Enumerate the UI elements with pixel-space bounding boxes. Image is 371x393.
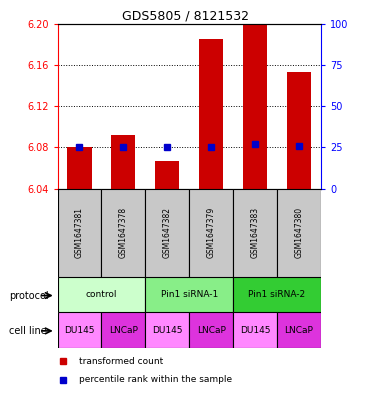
Bar	[145, 189, 189, 277]
Bar	[101, 312, 145, 348]
Bar	[243, 24, 267, 189]
Text: protocol: protocol	[9, 290, 49, 301]
Bar	[277, 189, 321, 277]
Bar	[58, 312, 101, 348]
Bar	[155, 161, 179, 189]
Text: LNCaP: LNCaP	[109, 326, 138, 334]
Bar	[68, 147, 92, 189]
Text: GSM1647379: GSM1647379	[207, 207, 216, 259]
Text: DU145: DU145	[64, 326, 95, 334]
Text: transformed count: transformed count	[79, 356, 163, 365]
Bar	[189, 189, 233, 277]
Text: GSM1647381: GSM1647381	[75, 208, 84, 258]
Bar	[145, 312, 189, 348]
Bar	[233, 189, 277, 277]
Bar	[233, 277, 321, 312]
Bar	[233, 312, 277, 348]
Text: LNCaP: LNCaP	[285, 326, 313, 334]
Bar	[58, 277, 145, 312]
Bar	[101, 189, 145, 277]
Text: percentile rank within the sample: percentile rank within the sample	[79, 375, 232, 384]
Text: control: control	[86, 290, 117, 299]
Text: GSM1647382: GSM1647382	[163, 208, 172, 258]
Text: LNCaP: LNCaP	[197, 326, 226, 334]
Text: GSM1647383: GSM1647383	[250, 207, 260, 259]
Bar	[277, 312, 321, 348]
Text: GSM1647380: GSM1647380	[295, 207, 303, 259]
Bar	[145, 277, 233, 312]
Bar	[58, 189, 101, 277]
Bar	[199, 39, 223, 189]
Text: Pin1 siRNA-2: Pin1 siRNA-2	[249, 290, 306, 299]
Bar	[189, 312, 233, 348]
Text: DU145: DU145	[152, 326, 183, 334]
Text: GDS5805 / 8121532: GDS5805 / 8121532	[122, 10, 249, 23]
Bar	[287, 72, 311, 189]
Text: Pin1 siRNA-1: Pin1 siRNA-1	[161, 290, 218, 299]
Bar	[111, 135, 135, 189]
Text: GSM1647378: GSM1647378	[119, 207, 128, 259]
Text: cell line: cell line	[9, 326, 47, 336]
Text: DU145: DU145	[240, 326, 270, 334]
